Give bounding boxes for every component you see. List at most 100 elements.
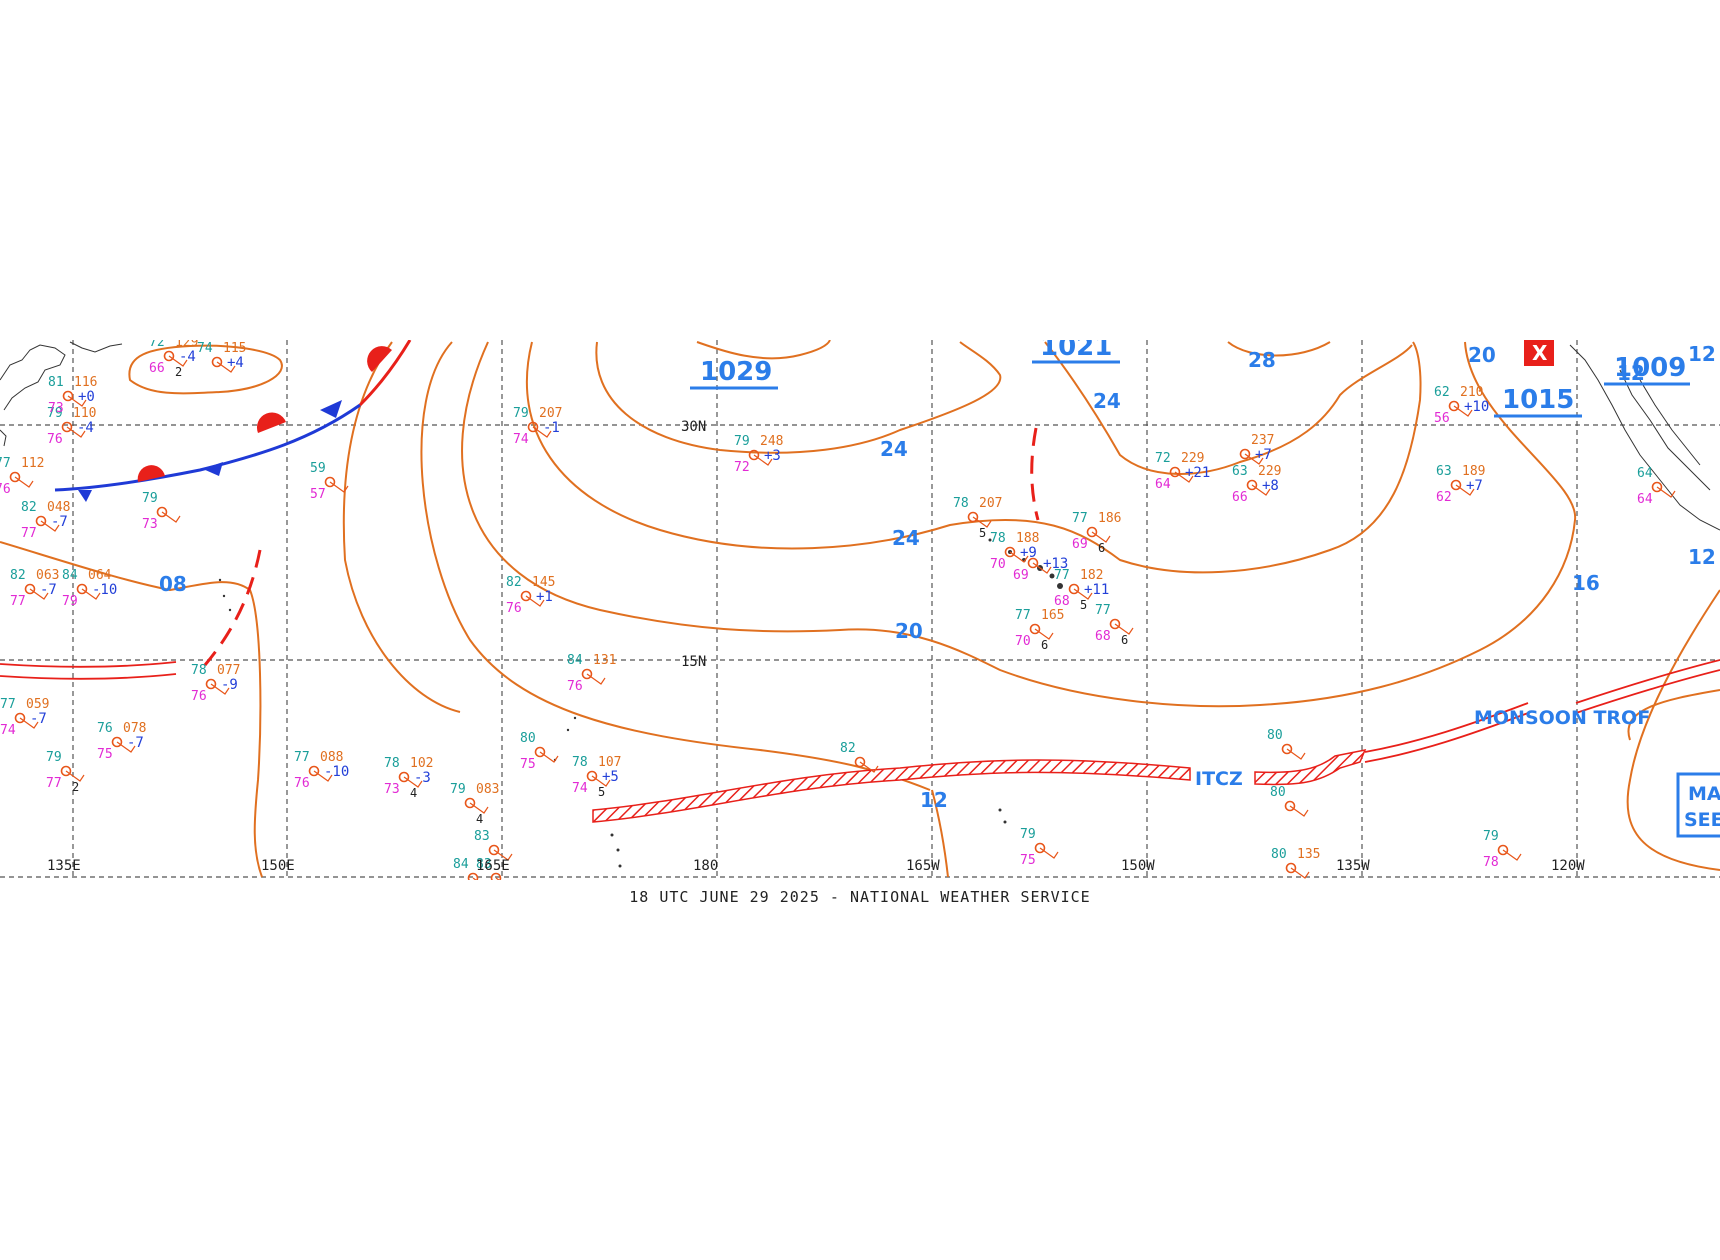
- box-label: MA: [1688, 783, 1720, 805]
- station-circle-icon: [35, 515, 47, 527]
- itcz-band-east: [1254, 748, 1367, 786]
- station-plot: 78 102 73 -34: [384, 756, 433, 800]
- station-temperature: 81: [48, 375, 64, 390]
- wind-barb-icon: [29, 588, 49, 600]
- station-plot: 84: [453, 857, 479, 880]
- station-plot: 72 129 66 -42: [149, 335, 198, 379]
- station-circle-icon: [1281, 743, 1293, 755]
- station-temperature: 80: [1267, 728, 1283, 743]
- marine-warning-box: MA SEE: [1676, 772, 1720, 838]
- wind-barb-icon: [1073, 588, 1093, 600]
- itcz-label: ITCZ: [1195, 768, 1243, 790]
- wind-barb-icon: [1455, 484, 1475, 496]
- wind-barb-icon: [532, 426, 552, 438]
- station-plot: 84 064 79 -10: [62, 568, 117, 609]
- station-dewpoint: 70: [990, 557, 1006, 572]
- station-pressure: 102: [410, 756, 433, 771]
- station-tendency: +8: [1262, 478, 1279, 494]
- isobar-1016-small: [128, 344, 283, 395]
- station-temperature: 72: [1155, 451, 1171, 466]
- station-circle-icon: [1497, 844, 1509, 856]
- monsoon-trough-line: [0, 673, 177, 680]
- station-pressure: 059: [26, 697, 49, 712]
- station-plot: 78 077 76 -9: [191, 663, 240, 704]
- station-temperature: 79: [46, 750, 62, 765]
- station-temperature: 72: [149, 335, 165, 350]
- footer-caption: 18 UTC JUNE 29 2025 - NATIONAL WEATHER S…: [629, 888, 1090, 906]
- wind-barb-icon: [1251, 484, 1271, 496]
- wind-barb-icon: [1009, 551, 1029, 563]
- station-visibility: 6: [1041, 638, 1048, 652]
- station-pressure: 083: [476, 782, 499, 797]
- station-tendency: +7: [1255, 447, 1272, 463]
- station-plot: 82 063 77 -7: [10, 568, 59, 609]
- station-temperature: 82: [840, 741, 856, 756]
- micronesia-islands: [218, 578, 1007, 868]
- station-circle-icon: [520, 590, 532, 602]
- station-plot: 77 165 70 6: [1015, 608, 1064, 652]
- wind-barb-icon: [1290, 867, 1310, 879]
- station-pressure: 165: [1041, 608, 1064, 623]
- station-circle-icon: [308, 765, 320, 777]
- station-dewpoint: 72: [734, 460, 750, 475]
- itcz-band: [592, 759, 1191, 823]
- station-dewpoint: 62: [1436, 490, 1452, 505]
- wind-barb-icon: [591, 775, 611, 787]
- station-dewpoint: 66: [1232, 490, 1248, 505]
- wind-barb-icon: [1032, 562, 1052, 574]
- coastline-japan: [0, 341, 123, 447]
- station-visibility: 2: [175, 365, 182, 379]
- wind-barb-icon: [1289, 805, 1309, 817]
- warm-front-segment: [358, 340, 412, 407]
- wind-barb-icon: [1174, 471, 1194, 483]
- station-temperature: 79: [142, 491, 158, 506]
- station-temperature: 82: [506, 575, 522, 590]
- station-dewpoint: 77: [46, 776, 62, 791]
- station-tendency: +21: [1185, 465, 1210, 481]
- station-visibility: 5: [979, 526, 986, 540]
- low-center-symbol: X: [1524, 340, 1554, 366]
- station-plot: 80: [1270, 785, 1309, 817]
- station-temperature: 83: [476, 857, 492, 872]
- station-dewpoint: 57: [310, 487, 326, 502]
- station-circle-icon: [398, 771, 410, 783]
- box-label: SEE: [1684, 809, 1720, 831]
- station-pressure: 078: [123, 721, 146, 736]
- station-plot: 80: [1267, 728, 1306, 760]
- station-dewpoint: 76: [47, 432, 63, 447]
- longitude-label: 135E: [47, 858, 81, 874]
- station-temperature: 79: [513, 406, 529, 421]
- station-temperature: 77: [1072, 511, 1088, 526]
- isobar-1028: [696, 340, 831, 360]
- station-plot: 79 110 76 -4: [47, 406, 96, 447]
- station-temperature: 77: [294, 750, 310, 765]
- wind-barb-icon: [753, 454, 773, 466]
- longitude-label: 150E: [261, 858, 295, 874]
- pressure-center-1021: 1021: [1032, 340, 1120, 364]
- wind-barb-icon: [1034, 628, 1054, 640]
- station-temperature: 82: [10, 568, 26, 583]
- station-circle-icon: [163, 350, 175, 362]
- station-tendency: -3: [414, 770, 431, 786]
- station-plot: 62 210 56 +10: [1434, 385, 1489, 426]
- station-plot: 77 059 74 -7: [0, 697, 49, 738]
- station-pressure: 207: [539, 406, 562, 421]
- station-dewpoint: 64: [1637, 492, 1653, 507]
- isobar-1024-east: [1044, 341, 1413, 475]
- station-circle-icon: [205, 678, 217, 690]
- station-pressure: 135: [1297, 847, 1320, 862]
- station-temperature: 78: [572, 755, 588, 770]
- itcz: [592, 748, 1367, 823]
- station-temperature: 82: [21, 500, 37, 515]
- wind-barb-icon: [168, 355, 188, 367]
- monsoon-trough-line: [1364, 712, 1529, 763]
- isobar-label: 20: [895, 619, 923, 643]
- station-pressure: 107: [598, 755, 621, 770]
- station-temperature: 63: [1232, 464, 1248, 479]
- station-dewpoint: 76: [294, 776, 310, 791]
- station-plot: 79 78: [1483, 829, 1522, 870]
- station-circle-icon: [111, 736, 123, 748]
- station-tendency: -7: [51, 514, 68, 530]
- isobar-label: 24: [892, 526, 920, 550]
